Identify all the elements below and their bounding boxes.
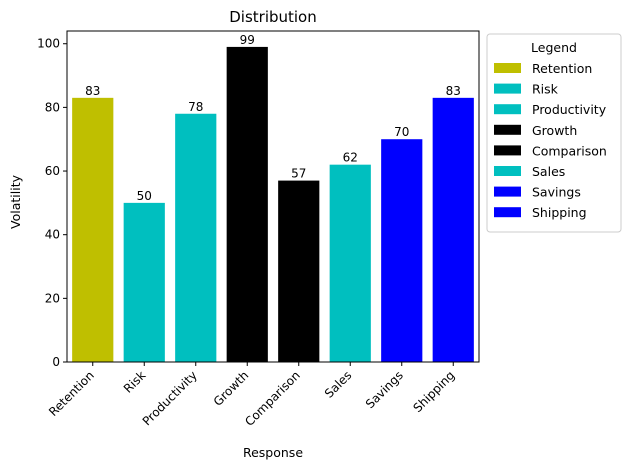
legend-swatch-comparison xyxy=(494,145,521,156)
legend-swatch-sales xyxy=(494,166,521,176)
legend-label-growth: Growth xyxy=(532,123,577,138)
legend-swatch-risk xyxy=(494,83,521,94)
chart-title: Distribution xyxy=(229,8,317,26)
bar-sales xyxy=(329,164,371,362)
y-tick-label: 80 xyxy=(45,100,60,114)
x-axis-label: Response xyxy=(243,445,303,460)
legend-label-productivity: Productivity xyxy=(532,102,607,117)
y-tick-label: 100 xyxy=(37,37,60,51)
bar-productivity xyxy=(175,113,217,362)
y-tick-label: 20 xyxy=(45,291,60,305)
bar-shipping xyxy=(432,97,474,362)
legend-swatch-growth xyxy=(494,124,521,135)
plot-area: 83 50 78 99 57 62 70 83 0 20 40 60 80 100 Retention Ris… xyxy=(37,30,480,429)
y-tick-label: 40 xyxy=(45,228,60,242)
legend-swatch-productivity xyxy=(494,104,521,115)
bar-savings xyxy=(381,139,423,362)
x-tick-label-risk: Risk xyxy=(121,368,149,396)
bar-growth xyxy=(226,46,268,362)
x-tick-label-retention: Retention xyxy=(46,368,97,419)
legend-swatch-shipping xyxy=(494,207,521,218)
data-label-productivity: 78 xyxy=(188,100,203,114)
x-tick-label-comparison: Comparison xyxy=(242,368,303,429)
data-label-retention: 83 xyxy=(85,84,100,98)
plot-frame xyxy=(66,30,480,363)
y-tick-label: 60 xyxy=(45,164,60,178)
x-tick-label-sales: Sales xyxy=(322,368,354,400)
y-axis-label: Volatility xyxy=(8,174,23,229)
data-label-shipping: 83 xyxy=(446,84,461,98)
bar-comparison xyxy=(278,180,320,362)
legend-box xyxy=(486,33,622,233)
legend-label-savings: Savings xyxy=(532,185,581,200)
legend-label-shipping: Shipping xyxy=(532,205,587,220)
legend-swatch-savings xyxy=(494,186,521,197)
x-tick-label-shipping: Shipping xyxy=(410,368,457,415)
x-tick-label-productivity: Productivity xyxy=(140,368,200,428)
legend-label-sales: Sales xyxy=(532,164,565,179)
data-label-growth: 99 xyxy=(240,33,255,47)
data-label-comparison: 57 xyxy=(291,167,306,181)
data-label-savings: 70 xyxy=(394,125,409,139)
bar-retention xyxy=(72,97,114,362)
legend-title: Legend xyxy=(531,40,577,55)
x-tick-label-growth: Growth xyxy=(211,368,252,409)
y-tick-label: 0 xyxy=(52,355,60,369)
legend: Legend Retention Risk Productivity Growth Co… xyxy=(486,33,622,233)
legend-swatch-retention xyxy=(494,63,521,73)
x-tick-label-savings: Savings xyxy=(363,368,406,411)
legend-label-risk: Risk xyxy=(532,82,559,97)
bar-risk xyxy=(123,202,165,362)
legend-label-retention: Retention xyxy=(532,61,592,76)
data-label-sales: 62 xyxy=(343,151,358,165)
legend-label-comparison: Comparison xyxy=(532,143,607,158)
data-label-risk: 50 xyxy=(137,189,152,203)
